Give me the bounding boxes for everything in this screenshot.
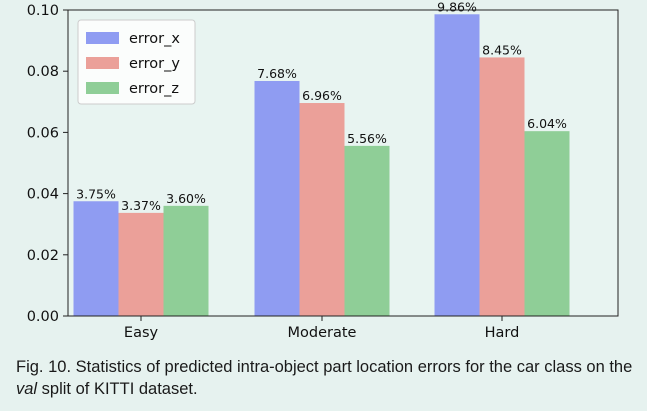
y-tick-label: 0.06 [27,125,59,141]
bar-label-error-z-hard: 6.04% [527,116,567,131]
caption-text-end: split of KITTI dataset. [37,380,198,398]
figure-caption: Fig. 10. Statistics of predicted intra-o… [16,356,636,400]
legend-label-error-x: error_x [129,31,180,47]
legend-label-error-y: error_y [129,56,180,72]
y-tick-label: 0.00 [27,309,59,325]
bar-error-y-easy [118,212,164,316]
bar-error-z-moderate [344,145,390,316]
y-tick-label: 0.08 [27,64,59,80]
bar-error-x-easy [73,201,119,316]
y-tick-label: 0.02 [27,248,59,264]
legend-label-error-z: error_z [129,81,179,97]
bar-error-z-easy [163,205,209,316]
bar-label-error-x-moderate: 7.68% [257,66,297,81]
x-tick-label-moderate: Moderate [288,325,357,341]
bar-error-x-hard [434,14,480,317]
bar-error-x-moderate [254,80,300,316]
bar-label-error-x-easy: 3.75% [76,186,116,201]
bar-labels-group: 3.75% 3.37% 3.60% 7.68% 6.96% 5.56% 9.86% 8.45%… [76,0,567,213]
bar-label-error-y-hard: 8.45% [482,42,522,57]
caption-text-start: Fig. 10. Statistics of predicted intra-o… [16,358,633,376]
legend-swatch-error-y [86,57,119,69]
bar-label-error-y-moderate: 6.96% [302,88,342,103]
y-axis: 0.00 0.02 0.04 0.06 0.08 0.10 [27,3,68,325]
plot-frame [67,9,619,317]
bar-error-y-moderate [299,103,345,316]
bar-label-error-x-hard: 9.86% [437,0,477,14]
bar-label-error-z-moderate: 5.56% [347,131,387,146]
x-tick-label-hard: Hard [485,325,520,341]
bar-label-error-y-easy: 3.37% [121,198,161,213]
x-axis: Easy Moderate Hard [124,316,519,341]
x-tick-label-easy: Easy [124,325,159,341]
legend-swatch-error-x [86,32,119,44]
bar-error-z-hard [524,131,570,316]
bar-chart: 3.75% 3.37% 3.60% 7.68% 6.96% 5.56% 9.86% 8.45%… [27,0,619,341]
bar-label-error-z-easy: 3.60% [166,191,206,206]
y-tick-label: 0.04 [27,187,59,203]
caption-italic-val: val [16,380,38,398]
y-tick-label: 0.10 [27,3,59,19]
bars-group [73,14,570,317]
legend-swatch-error-z [86,82,119,94]
legend: error_x error_y error_z [77,19,196,105]
bar-error-y-hard [479,57,525,317]
